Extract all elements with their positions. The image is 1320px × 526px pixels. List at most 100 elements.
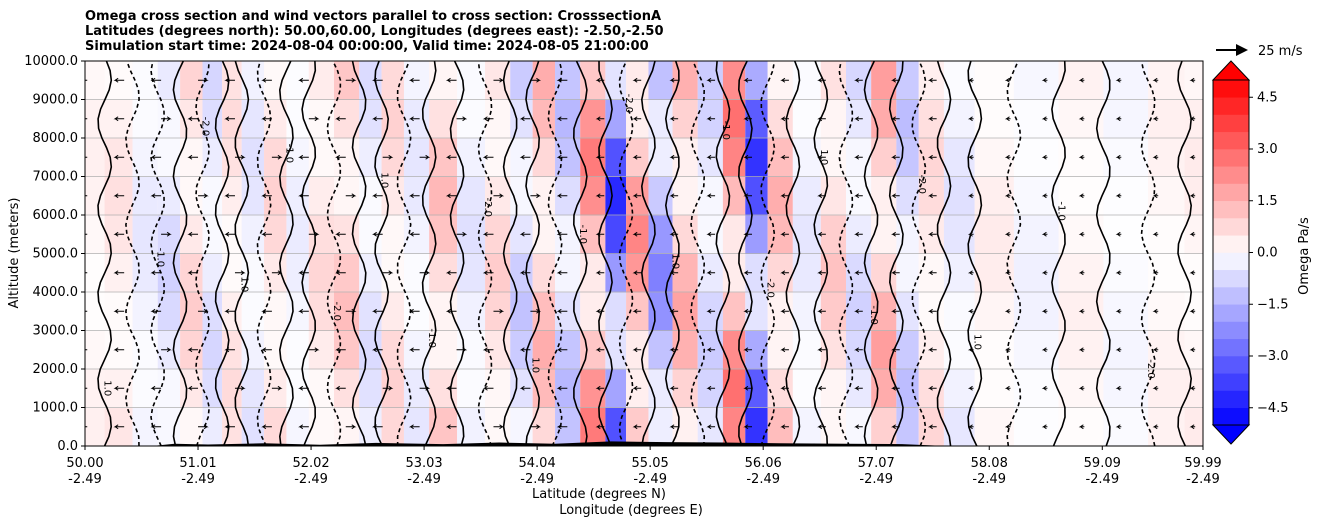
wind-vector (967, 116, 974, 122)
wind-vector (595, 77, 605, 83)
x-tick-label-lat: 59.99 (1184, 456, 1221, 471)
omega-cell (1013, 292, 1059, 331)
wind-vector (632, 116, 642, 122)
wind-vector (1041, 308, 1048, 314)
wind-vector (556, 77, 568, 83)
colorbar-band (1213, 200, 1249, 219)
terrain-fill (85, 441, 1203, 446)
contour-label: -2.0 (623, 94, 634, 114)
wind-vector (1189, 116, 1196, 122)
wind-vector (445, 385, 457, 391)
omega-cell (722, 99, 746, 139)
x-tick-label-lon: -2.49 (1186, 472, 1220, 487)
wind-vector (261, 308, 272, 314)
omega-cell (381, 215, 404, 254)
wind-vector (150, 77, 162, 83)
colorbar-extend-low (1211, 424, 1251, 445)
wind-vector (1189, 308, 1196, 314)
omega-cell (264, 61, 287, 100)
wind-vector (1115, 77, 1122, 83)
wind-vector (706, 193, 716, 199)
wind-vector (408, 347, 420, 353)
omega-cell (648, 369, 673, 408)
wind-vector (335, 154, 346, 160)
wind-vector (445, 424, 457, 430)
wind-vector (556, 385, 568, 391)
omega-cell (157, 61, 181, 100)
omega-cell (157, 292, 181, 331)
wind-vector (224, 424, 235, 430)
wind-vector (706, 385, 716, 391)
wind-vector (632, 347, 642, 353)
wind-vector (556, 193, 568, 199)
omega-cell (745, 138, 768, 177)
wind-vector (224, 308, 235, 314)
colorbar-band (1213, 373, 1249, 391)
wind-vector (161, 116, 172, 122)
wind-vector (632, 231, 642, 237)
omega-cell (532, 407, 556, 446)
wind-vector (891, 270, 900, 276)
wind-vector (595, 231, 605, 237)
wind-vector (261, 347, 272, 353)
wind-vector (335, 347, 346, 353)
contour-line (863, 61, 879, 446)
wind-vector (372, 77, 383, 83)
omega-cell (85, 215, 105, 254)
wind-vector (967, 77, 974, 83)
omega-cell (722, 292, 746, 331)
omega-cell (896, 407, 919, 446)
x-tick-label-lat: 51.01 (179, 456, 216, 471)
wind-vector (967, 424, 974, 430)
colorbar-tick-label: 1.5 (1257, 194, 1278, 209)
omega-cell (792, 253, 821, 293)
x-tick-label-lon: -2.49 (1085, 472, 1119, 487)
wind-vector (1078, 231, 1085, 237)
omega-cell (648, 330, 673, 370)
omega-cell (1013, 61, 1059, 100)
wind-vector (1078, 308, 1085, 314)
omega-cell (1013, 407, 1059, 446)
wind-vector (113, 231, 125, 237)
wind-vector (1189, 154, 1196, 160)
wind-vector (482, 231, 494, 237)
wind-vector (493, 424, 505, 430)
wind-vector (335, 116, 346, 122)
wind-vector (743, 347, 752, 353)
x-tick-label-lon: -2.49 (294, 472, 328, 487)
wind-vector (632, 193, 642, 199)
wind-vector (150, 270, 162, 276)
wind-vector (927, 308, 937, 314)
omega-cell (286, 138, 309, 177)
omega-cell (896, 138, 919, 177)
omega-cell (745, 61, 768, 100)
wind-vector (854, 308, 863, 314)
colorbar-band (1213, 114, 1249, 133)
x-axis-label-line-1: Latitude (degrees N) (532, 487, 666, 502)
wind-vector (780, 347, 789, 353)
omega-cell (286, 253, 309, 293)
wind-vector (519, 385, 531, 391)
contour-line (838, 61, 854, 446)
wind-vector (456, 231, 468, 237)
wind-vector (1115, 424, 1122, 430)
omega-cell (85, 253, 105, 293)
wind-vector (1004, 116, 1011, 122)
omega-cell (308, 253, 335, 293)
x-tick-label-lat: 59.09 (1084, 456, 1121, 471)
omega-cell (457, 369, 486, 408)
wind-vector (113, 347, 125, 353)
contour-label: -2.0 (1145, 359, 1156, 379)
wind-vector (187, 385, 199, 391)
wind-vector (556, 347, 568, 353)
omega-cell (605, 99, 627, 139)
wind-vector (187, 116, 199, 122)
omega-cell (745, 330, 768, 370)
wind-vector (345, 193, 357, 199)
contour-label: -2.0 (482, 198, 493, 218)
contour-label: -1.0 (868, 305, 879, 325)
colorbar-band (1213, 338, 1249, 357)
omega-cell (510, 407, 533, 446)
x-tick-label-lon: -2.49 (859, 472, 893, 487)
